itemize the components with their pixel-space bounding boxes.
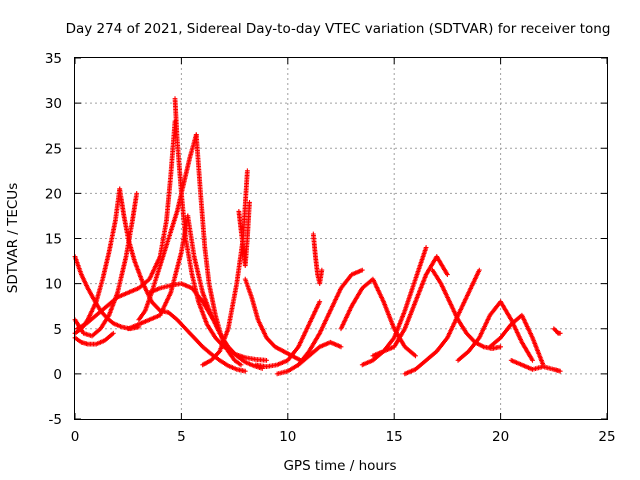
series-arc-18 [310,231,325,287]
y-tick-label: -5 [49,412,62,428]
x-tick-labels: 0 5 10 15 20 25 [71,429,616,445]
data-point [242,368,248,374]
data-point [317,299,323,305]
plot-frame [74,57,608,420]
x-tick-label: 25 [598,429,615,445]
series-arc-3 [117,186,248,374]
y-tick-label: 0 [53,367,62,383]
data-point [423,245,429,250]
x-tick-label: 15 [386,429,403,445]
series-arc-24 [430,267,503,352]
x-axis-label: GPS time / hours [283,458,396,474]
data-point [557,330,563,336]
series-arc-20 [338,276,418,359]
series-arc-27 [508,357,563,374]
series-arc-23 [402,267,482,377]
series-arc-6 [74,118,178,332]
data-point [247,200,252,205]
series-arc-13 [200,168,250,368]
data-point [530,357,535,363]
data-point [498,344,503,350]
x-tick-label: 0 [71,429,80,445]
data-point [110,330,116,336]
series-arc-9 [193,132,244,368]
series-arc-16 [253,299,323,370]
y-axis-label: SDTVAR / TECUs [5,183,21,293]
data-point [244,168,250,174]
series-arc-8 [136,132,199,323]
chart-title: Day 274 of 2021, Sidereal Day-to-day VTE… [66,21,611,37]
data-point [557,368,563,374]
series-arc-14 [236,200,252,268]
data-point [445,272,450,277]
data-points [72,96,563,377]
y-tick-label: 10 [45,277,62,293]
y-tick-label: 35 [45,51,62,67]
data-point [338,344,344,350]
x-tick-label: 10 [279,429,296,445]
y-tick-label: 25 [45,141,62,157]
data-point [238,362,244,368]
data-point [134,190,140,196]
series-arc-26 [487,312,546,368]
series-arc-2 [72,186,123,336]
series-arc-28 [551,326,563,336]
series-arc-19 [296,339,344,368]
x-tick-label: 20 [492,429,509,445]
y-tick-label: 5 [53,322,62,338]
data-point [264,357,269,363]
data-point [413,353,418,359]
y-tick-labels: -5 0 5 10 15 20 25 30 35 [45,51,62,428]
data-point [319,267,325,273]
x-tick-label: 5 [177,429,186,445]
series-arc-7 [172,96,269,363]
series-arc-15 [242,276,303,363]
y-tick-label: 20 [45,186,62,202]
series-arc-25 [455,299,535,363]
y-tick-label: 30 [45,96,62,112]
series-arc-12 [185,213,265,371]
series-arc-22 [370,254,450,359]
data-point [359,267,365,273]
series-arc-5 [72,330,116,347]
data-point [476,267,482,273]
y-tick-label: 15 [45,232,62,248]
